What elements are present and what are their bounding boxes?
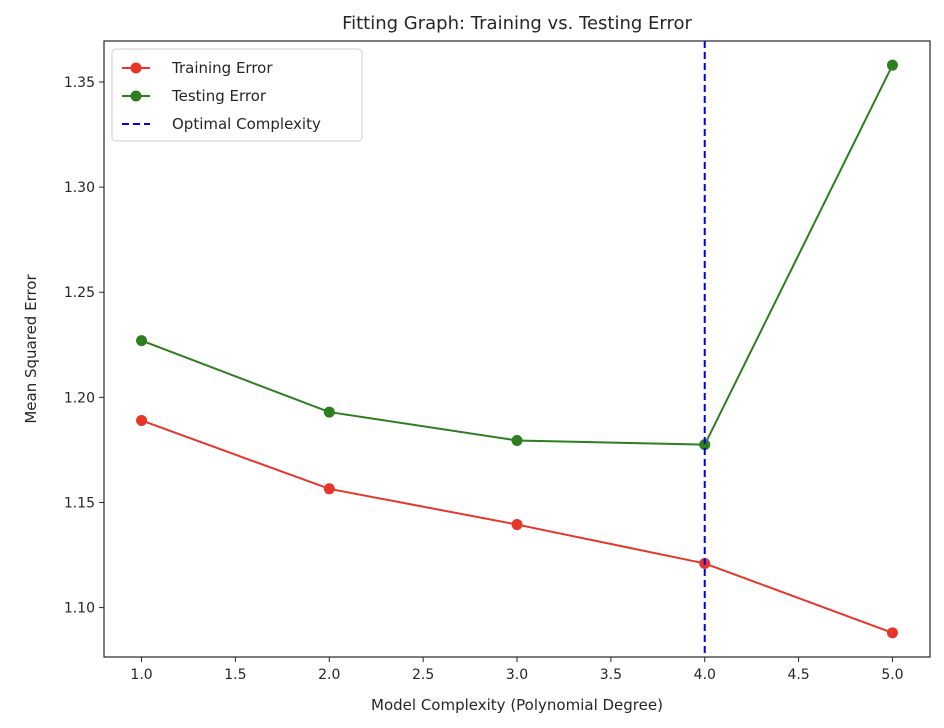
series-testing-error [136, 59, 898, 451]
legend-marker [130, 62, 142, 74]
data-point [886, 59, 898, 71]
data-point [511, 519, 523, 531]
legend-entry: Training Error [122, 59, 273, 77]
plot-area [136, 41, 898, 657]
x-tick-label: 5.0 [881, 667, 903, 683]
y-tick-label: 1.10 [64, 601, 95, 617]
x-tick-label: 4.5 [787, 667, 809, 683]
y-tick-label: 1.25 [64, 285, 95, 301]
data-point [323, 406, 335, 418]
data-point [323, 483, 335, 495]
x-axis-label: Model Complexity (Polynomial Degree) [371, 696, 663, 714]
x-tick-label: 1.0 [130, 667, 152, 683]
x-tick-label: 2.0 [318, 667, 340, 683]
legend-label: Training Error [171, 59, 273, 77]
data-point [136, 414, 148, 426]
y-tick-label: 1.15 [64, 495, 95, 511]
y-axis-label: Mean Squared Error [22, 274, 40, 424]
data-point [699, 439, 711, 451]
legend-entry: Testing Error [122, 87, 267, 105]
legend-label: Testing Error [171, 87, 267, 105]
y-tick-label: 1.35 [64, 75, 95, 91]
y-tick-label: 1.20 [64, 390, 95, 406]
legend-entry: Optimal Complexity [122, 115, 321, 133]
x-tick-label: 3.5 [600, 667, 622, 683]
x-tick-label: 2.5 [412, 667, 434, 683]
legend-box [111, 48, 363, 142]
y-axis: 1.10 1.15 1.20 1.25 1.30 1.35 [64, 75, 104, 617]
x-axis: 1.0 1.5 2.0 2.5 3.0 3.5 4.0 4.5 5.0 [130, 657, 904, 683]
legend-label: Optimal Complexity [172, 115, 321, 133]
legend-marker [130, 90, 142, 102]
chart-title: Fitting Graph: Training vs. Testing Erro… [342, 13, 692, 34]
data-point [886, 627, 898, 639]
x-tick-label: 1.5 [224, 667, 246, 683]
y-tick-label: 1.30 [64, 180, 95, 196]
x-tick-label: 3.0 [506, 667, 528, 683]
x-tick-label: 4.0 [694, 667, 716, 683]
data-point [511, 434, 523, 446]
legend: Training Error Testing Error Optimal Compl… [111, 48, 363, 142]
data-point [136, 335, 148, 347]
series-training-error [136, 414, 898, 639]
